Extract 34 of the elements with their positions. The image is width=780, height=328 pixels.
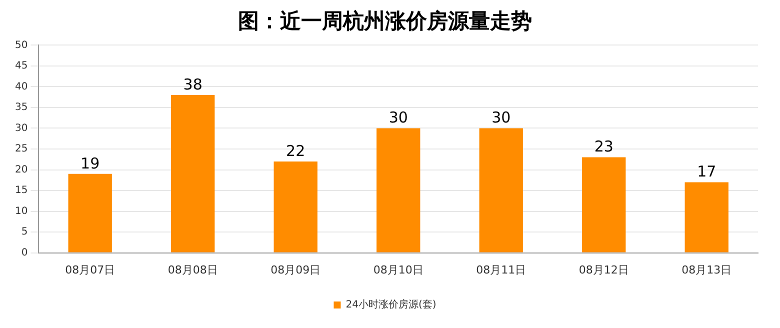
x-tick-label: 08月09日: [270, 263, 321, 276]
x-tick-label: 08月11日: [476, 263, 526, 276]
x-tick-label: 08月12日: [578, 263, 629, 276]
y-tick-label: 20: [14, 164, 28, 176]
bar: [376, 128, 420, 252]
bar: [68, 174, 112, 252]
y-tick-label: 5: [21, 226, 28, 238]
x-tick-label: 08月08日: [168, 263, 218, 276]
bar: [274, 161, 318, 252]
y-tick-label: 30: [14, 122, 28, 134]
data-label: 19: [80, 154, 100, 172]
y-tick-label: 10: [14, 206, 28, 217]
data-label: 30: [492, 108, 511, 127]
x-tick-label: 08月13日: [682, 263, 732, 276]
x-tick-label: 08月10日: [373, 263, 424, 276]
data-label: 38: [183, 75, 202, 94]
bar: [684, 182, 728, 252]
y-tick-label: 0: [21, 247, 28, 258]
bar: [479, 128, 523, 252]
legend-label: 24小时涨价房源(套): [346, 298, 436, 311]
data-label: 22: [286, 142, 306, 160]
x-tick-label: 08月07日: [65, 263, 116, 276]
data-label: 30: [388, 108, 408, 127]
data-label: 23: [594, 138, 614, 156]
data-label: 17: [697, 162, 716, 181]
y-tick-label: 25: [14, 144, 28, 155]
y-tick-label: 50: [14, 40, 28, 51]
y-tick-label: 40: [14, 81, 28, 92]
y-tick-label: 45: [14, 60, 28, 72]
bar: [171, 95, 215, 252]
y-tick-label: 15: [14, 185, 28, 196]
chart-title: 图：近一周杭州涨价房源量走势: [238, 9, 532, 34]
y-tick-label: 35: [14, 102, 28, 114]
bar: [582, 157, 626, 252]
